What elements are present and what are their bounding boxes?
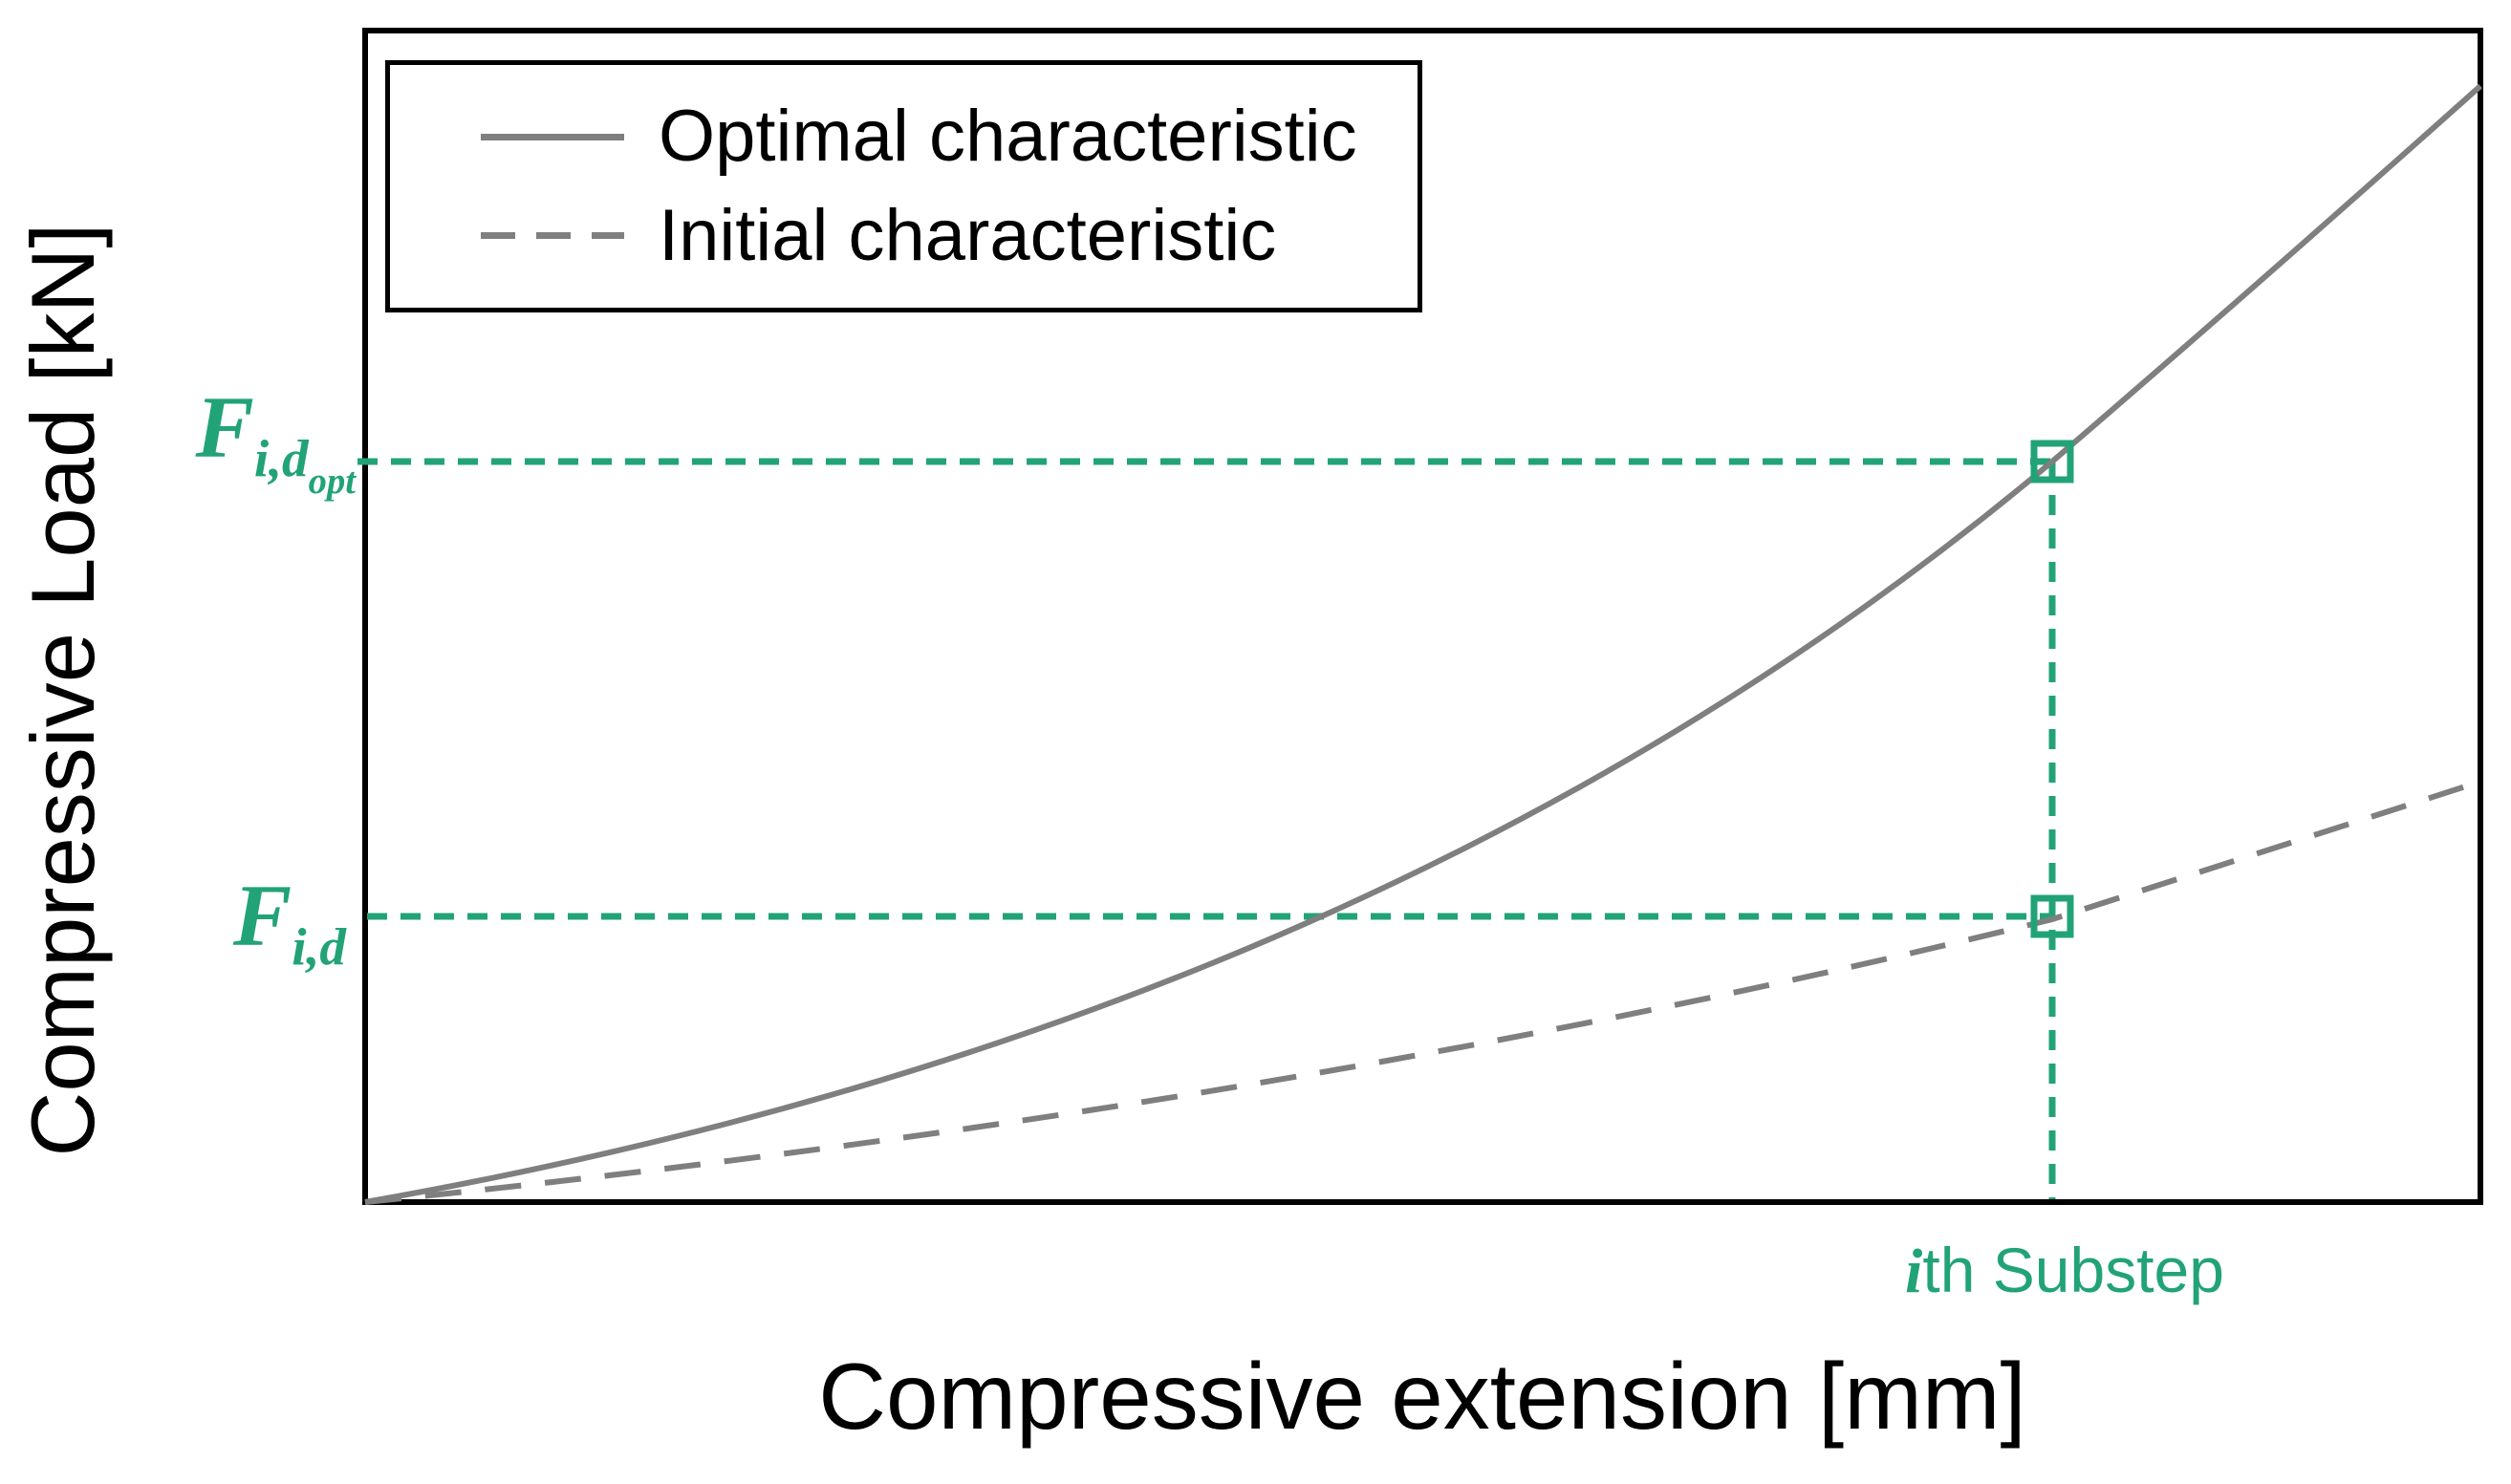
f-init-label: Fi,d — [233, 871, 346, 973]
f-opt-sub-d: d — [282, 429, 309, 488]
substep-i: i — [1905, 1237, 1923, 1306]
f-init-sub-d: d — [319, 917, 346, 977]
y-axis-title: Compressive Load [kN] — [12, 223, 113, 1157]
initial-characteristic-curve — [364, 779, 2481, 1205]
f-init-base: F — [232, 866, 292, 964]
f-opt-sub-i: i, — [253, 429, 283, 488]
optimal-characteristic-curve — [364, 83, 2482, 1205]
substep-rest: th Substep — [1922, 1235, 2224, 1305]
x-axis-title: Compressive extension [mm] — [818, 1344, 2026, 1449]
marker-optimal-square — [2030, 440, 2074, 484]
substep-label: ith Substep — [1905, 1238, 2224, 1303]
legend-item-optimal: Optimal characteristic — [481, 100, 1408, 173]
dashed-line-sample-icon — [481, 232, 624, 240]
legend-item-initial: Initial characteristic — [481, 194, 1408, 276]
f-init-sub-i: i, — [292, 917, 320, 977]
legend-label-optimal: Optimal characteristic — [659, 96, 1357, 178]
solid-line-sample-icon — [481, 133, 624, 140]
marker-initial-square — [2030, 894, 2074, 938]
legend-label-initial: Initial characteristic — [659, 194, 1277, 276]
f-opt-sub-opt: opt — [308, 461, 356, 502]
axis-frame — [362, 28, 2483, 1205]
f-opt-base: F — [195, 377, 254, 476]
f-opt-label: Fi,dopt — [196, 383, 356, 501]
legend: Optimal characteristic Initial character… — [385, 60, 1422, 312]
